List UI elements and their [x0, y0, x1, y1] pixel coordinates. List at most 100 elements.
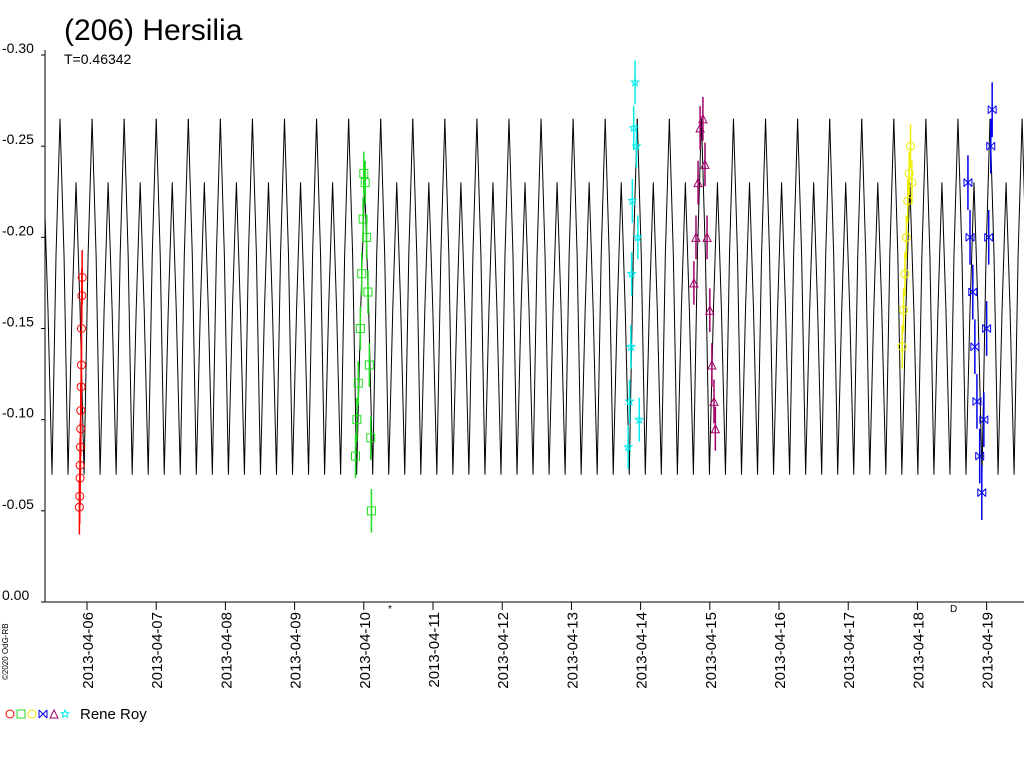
x-tick-label: 2013-04-06 [80, 612, 97, 689]
x-tick-label: 2013-04-08 [218, 612, 235, 689]
model-line [861, 118, 895, 475]
data-point [975, 451, 985, 461]
data-point [364, 360, 374, 370]
data-point [689, 277, 699, 288]
data-point [76, 324, 86, 333]
model-line [925, 118, 959, 475]
x-tick-label: 2013-04-12 [495, 612, 512, 689]
model-line [476, 118, 510, 475]
credit: ©2020 OdG-RB [1, 623, 10, 680]
data-point [355, 324, 365, 333]
chart-title: (206) Hersilia [64, 14, 243, 47]
x-tick-label: 2013-04-07 [149, 612, 166, 689]
model-line [540, 118, 574, 475]
data-point [630, 77, 641, 87]
data-point [75, 442, 85, 452]
y-tick-label: -0.30 [2, 40, 34, 56]
y-tick-label: -0.25 [2, 131, 34, 147]
data-point [986, 141, 996, 151]
data-point [366, 433, 376, 443]
data-point [906, 141, 916, 151]
data-point [691, 232, 701, 242]
model-line [829, 118, 863, 475]
data-point [707, 359, 717, 370]
model-line [508, 118, 542, 475]
data-point [968, 287, 978, 297]
model-line [572, 118, 606, 475]
x-tick-label: 2013-04-09 [288, 612, 305, 689]
data-point [899, 305, 909, 315]
data-point [76, 406, 86, 416]
x-tick-label: 2013-04-17 [841, 612, 858, 689]
data-point [634, 414, 645, 424]
y-tick-label: -0.15 [2, 314, 34, 330]
data-point [360, 178, 370, 188]
annotation: * [388, 604, 392, 615]
x-tick-label: 2013-04-19 [980, 612, 997, 689]
data-point [623, 441, 634, 452]
model-line [732, 118, 767, 475]
data-point [625, 341, 636, 352]
x-tick-label: 2013-04-18 [910, 612, 927, 689]
data-point [366, 506, 376, 516]
data-point [626, 268, 637, 279]
x-tick-label: 2013-04-15 [703, 612, 720, 689]
data-point [710, 423, 721, 434]
data-point [698, 113, 708, 124]
legend-symbol [60, 708, 70, 719]
y-tick-label: -0.20 [2, 222, 34, 238]
model-line [91, 118, 125, 475]
legend-symbol [5, 709, 15, 719]
data-point [984, 232, 994, 242]
data-point [631, 140, 642, 151]
data-point [353, 378, 363, 388]
data-point [695, 122, 705, 133]
model-line [45, 118, 61, 475]
model-line [187, 118, 221, 475]
model-line [155, 118, 189, 475]
data-point [904, 169, 914, 179]
x-tick-label: 2013-04-16 [772, 612, 789, 689]
model-line [668, 118, 702, 475]
data-point [74, 502, 84, 512]
data-point [76, 360, 86, 370]
data-point [351, 451, 361, 461]
data-point [987, 105, 997, 115]
model-line [284, 118, 318, 475]
model-line [604, 118, 638, 475]
data-point [970, 342, 980, 352]
data-point [624, 396, 635, 406]
x-tick-label: 2013-04-13 [564, 612, 581, 689]
legend-symbol [38, 709, 48, 719]
data-point [901, 232, 911, 242]
model-line [797, 118, 831, 475]
data-point [907, 178, 917, 188]
y-tick-label: 0.00 [2, 587, 29, 603]
model-line [380, 118, 414, 475]
model-line [59, 118, 93, 475]
data-point [363, 287, 373, 297]
data-point [702, 232, 712, 242]
data-point [362, 232, 372, 242]
data-point [77, 291, 87, 301]
model-line [765, 118, 799, 475]
data-point [75, 491, 85, 501]
data-point [693, 177, 703, 188]
data-point [352, 415, 362, 425]
model-line [700, 118, 734, 475]
model-line [316, 118, 350, 475]
data-point [76, 382, 86, 392]
legend-symbol [49, 708, 59, 719]
data-point [75, 460, 85, 470]
data-point [709, 396, 719, 406]
data-point [75, 473, 85, 483]
model-line [219, 118, 253, 475]
x-tick-label: 2013-04-14 [634, 612, 651, 689]
model-line [251, 118, 285, 475]
x-tick-label: 2013-04-10 [357, 612, 374, 689]
data-point [982, 324, 992, 333]
model-line [123, 118, 157, 475]
data-point [705, 305, 715, 315]
